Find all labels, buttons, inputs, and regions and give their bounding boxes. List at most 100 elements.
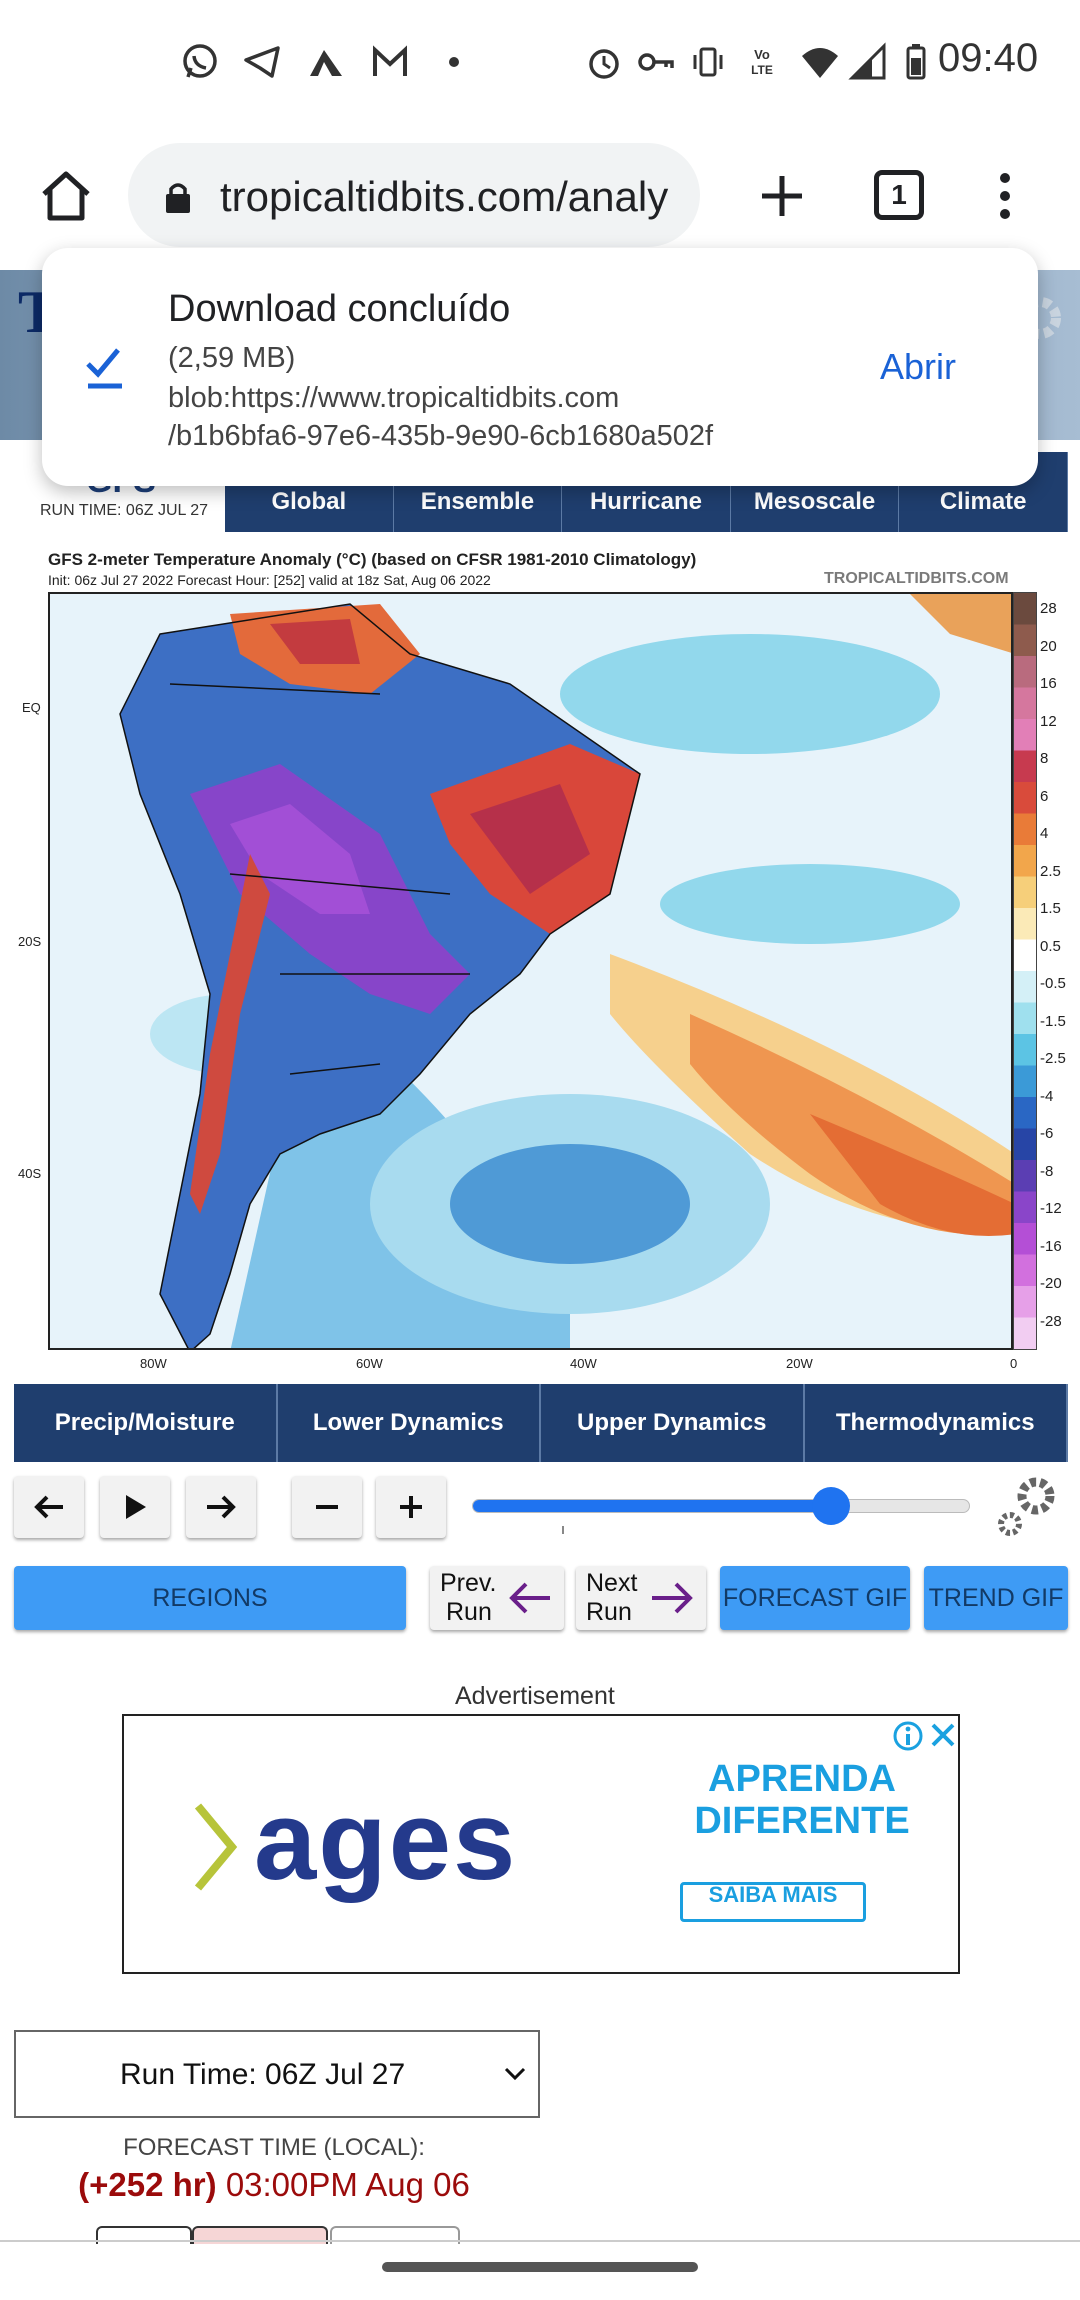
check-icon [82,344,132,394]
tab-partial-1[interactable] [96,2226,192,2244]
tab-switcher-button[interactable]: 1 [874,170,924,220]
scale-swatch [1014,782,1036,814]
scale-swatch [1014,1317,1036,1350]
map-title: GFS 2-meter Temperature Anomaly (°C) (ba… [48,550,697,569]
tab-partial-3[interactable] [330,2226,460,2244]
run-time-label: RUN TIME: 06Z JUL 27 [40,502,209,519]
whatsapp-icon [178,40,222,84]
ad-headline-2: DIFERENTE [694,1800,910,1842]
new-tab-icon[interactable] [752,166,812,226]
lock-icon [160,179,196,215]
scale-label: 2.5 [1040,862,1061,880]
prev-run-button[interactable]: Prev. Run [430,1566,564,1630]
wifi-icon [798,40,842,84]
forecast-slider[interactable] [472,1499,970,1513]
lat-label-40s: 40S [18,1166,42,1181]
forecast-time-label: FORECAST TIME (LOCAL): [123,2134,425,2161]
settings-gear-icon[interactable] [990,1470,1064,1544]
scale-label: -16 [1040,1237,1062,1255]
ad-close-icon[interactable] [928,1720,958,1750]
forecast-gif-button[interactable]: FORECAST GIF [720,1566,910,1630]
tab-partial-2[interactable] [192,2226,328,2244]
regions-button[interactable]: REGIONS [14,1566,406,1630]
zoom-in-button[interactable] [376,1476,446,1538]
lon-label-20w: 20W [786,1356,813,1371]
cat-precip-moisture[interactable]: Precip/Moisture [14,1384,278,1462]
gesture-nav-bar[interactable] [382,2262,698,2272]
scale-label: 1.5 [1040,900,1061,918]
ad-headline-1: APRENDA [708,1758,896,1800]
dot-icon [432,40,476,84]
status-bar: Vo LTE 09:40 [0,0,1080,120]
scale-label: -4 [1040,1087,1054,1105]
scale-label: 16 [1040,675,1057,693]
battery-icon [894,40,938,84]
vibrate-icon [686,40,730,84]
run-time-select[interactable]: Run Time: 06Z Jul 27 [14,2030,540,2118]
scale-swatch [1014,876,1036,909]
svg-text:Vo: Vo [754,47,770,62]
plus-icon [400,1496,422,1518]
arrow-right-purple-icon [652,1582,693,1614]
scale-swatch [1014,719,1036,751]
cat-lower-dynamics[interactable]: Lower Dynamics [278,1384,541,1462]
scale-swatch [1014,750,1036,783]
scale-swatch [1014,1160,1036,1192]
arrow-left-icon [34,1495,63,1519]
scale-swatch [1014,971,1036,1003]
scale-label: -8 [1040,1162,1054,1180]
scale-swatch [1014,813,1036,846]
lon-label-80w: 80W [140,1356,167,1371]
nav-hurricane[interactable]: Hurricane [562,452,731,532]
slider-fill [473,1500,831,1512]
scale-label: 28 [1040,600,1057,617]
ad-brand: ages [254,1778,518,1903]
lat-label-20s: 20S [18,934,42,949]
nav-mesoscale[interactable]: Mesoscale [731,452,900,532]
lon-label-0: 0 [1010,1356,1018,1371]
advertisement[interactable]: ages APRENDA DIFERENTE SAIBA MAIS [122,1714,960,1974]
download-source-2: /b1b6bfa6-97e6-435b-9e90-6cb1680a502f [168,420,714,452]
download-size: (2,59 MB) [168,342,296,374]
zoom-out-button[interactable] [292,1476,362,1538]
open-button[interactable]: Abrir [880,346,957,387]
menu-icon[interactable] [990,166,1020,226]
scale-swatch [1014,1254,1036,1287]
cat-thermodynamics[interactable]: Thermodynamics [805,1384,1068,1462]
play-button[interactable] [100,1476,170,1538]
forward-arrow-button[interactable] [186,1476,256,1538]
scale-label: -12 [1040,1200,1062,1218]
color-scale [1013,592,1037,1350]
map-subtitle: Init: 06z Jul 27 2022 Forecast Hour: [25… [48,572,491,588]
scale-label: -0.5 [1040,975,1066,993]
slider-tick [562,1526,564,1534]
home-icon[interactable] [36,166,96,226]
forecast-datetime: 03:00PM Aug 06 [225,2166,470,2203]
arrow-left-purple-icon [509,1582,550,1614]
scale-label: 4 [1040,825,1049,843]
scale-label: -20 [1040,1275,1062,1293]
scale-swatch [1014,1286,1036,1318]
ad-info-icon[interactable] [892,1720,924,1752]
nav-global[interactable]: Global [225,452,394,532]
lat-label-eq: EQ [22,700,41,715]
next-run-button[interactable]: Next Run [576,1566,706,1630]
nav-climate[interactable]: Climate [899,452,1068,532]
nav-ensemble[interactable]: Ensemble [394,452,563,532]
trend-gif-button[interactable]: TREND GIF [924,1566,1068,1630]
cat-upper-dynamics[interactable]: Upper Dynamics [541,1384,805,1462]
ad-cta-button[interactable]: SAIBA MAIS [680,1882,866,1922]
forecast-time: (+252 hr) 03:00PM Aug 06 [0,2166,548,2204]
ad-brand-chevron-icon [192,1802,244,1892]
category-nav: Precip/Moisture Lower Dynamics Upper Dyn… [14,1384,1068,1462]
url-bar[interactable]: tropicaltidbits.com/analy [128,143,700,247]
back-arrow-button[interactable] [14,1476,84,1538]
scale-label: 12 [1040,712,1057,730]
chevron-down-icon [504,2067,526,2081]
download-title: Download concluído [168,288,511,330]
arrow-right-icon [207,1495,236,1519]
lon-label-40w: 40W [570,1356,597,1371]
slider-thumb[interactable] [811,1487,850,1525]
alarm-icon [582,40,626,84]
status-time: 09:40 [938,36,1039,80]
